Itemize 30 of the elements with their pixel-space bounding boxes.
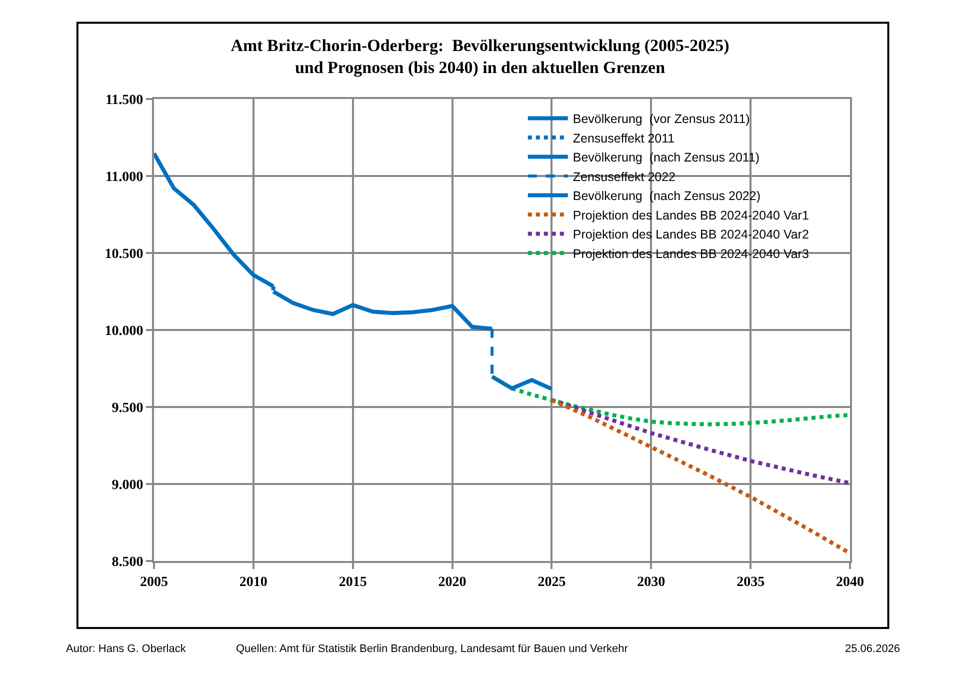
source-note: Quellen: Amt für Statistik Berlin Brandenburg, Landesamt für Bauen und Verkehr bbox=[236, 643, 628, 655]
x-tick-label: 2005 bbox=[140, 574, 168, 590]
line-series bbox=[550, 398, 850, 486]
y-tick-label: 11.500 bbox=[105, 92, 144, 108]
line-series bbox=[550, 398, 850, 556]
text: Autor: Hans G. Oberlack bbox=[66, 643, 186, 655]
legend-label: Zensuseffekt 2011 bbox=[572, 131, 675, 146]
x-tick-label: 2025 bbox=[538, 574, 566, 590]
legend-label: Projektion des Landes BB 2024-2040 Var3 bbox=[572, 246, 809, 261]
legend-label: Zensuseffekt 2022 bbox=[572, 170, 676, 184]
y-tick-label: 8.500 bbox=[112, 554, 144, 570]
x-tick-label: 2015 bbox=[338, 574, 367, 590]
line-series bbox=[510, 386, 850, 426]
x-tick-label: 2040 bbox=[836, 574, 864, 590]
chart-title: Amt Britz-Chorin-Oderberg: Bevölkerungsentwicklung (2005-2025) und Prognosen (bis 2040) in den aktuellen Grenzen bbox=[230, 36, 730, 78]
legend-label: Bevölkerung (nach Zensus 2011) bbox=[572, 150, 760, 165]
legend-label: Bevölkerung (nach Zensus 2022) bbox=[572, 189, 761, 204]
y-tick-label: 11.000 bbox=[105, 170, 144, 185]
y-tick-label: 9.500 bbox=[112, 400, 144, 416]
legend-label: Bevölkerung (vor Zensus 2011) bbox=[572, 112, 750, 126]
y-tick-label: 10.500 bbox=[104, 246, 144, 262]
legend-label: Projektion des Landes BB 2024-2040 Var1 bbox=[572, 208, 809, 222]
text: 25.06.2026 bbox=[845, 643, 900, 655]
y-tick-label: 9.000 bbox=[112, 478, 144, 493]
x-tick-label: 2030 bbox=[637, 574, 666, 590]
x-tick-label: 2035 bbox=[736, 574, 765, 590]
x-tick-label: 2020 bbox=[438, 574, 466, 590]
y-tick-label: 10.000 bbox=[104, 324, 144, 339]
x-tick-label: 2010 bbox=[239, 574, 268, 590]
legend-label: Projektion des Landes BB 2024-2040 Var2 bbox=[572, 228, 809, 242]
